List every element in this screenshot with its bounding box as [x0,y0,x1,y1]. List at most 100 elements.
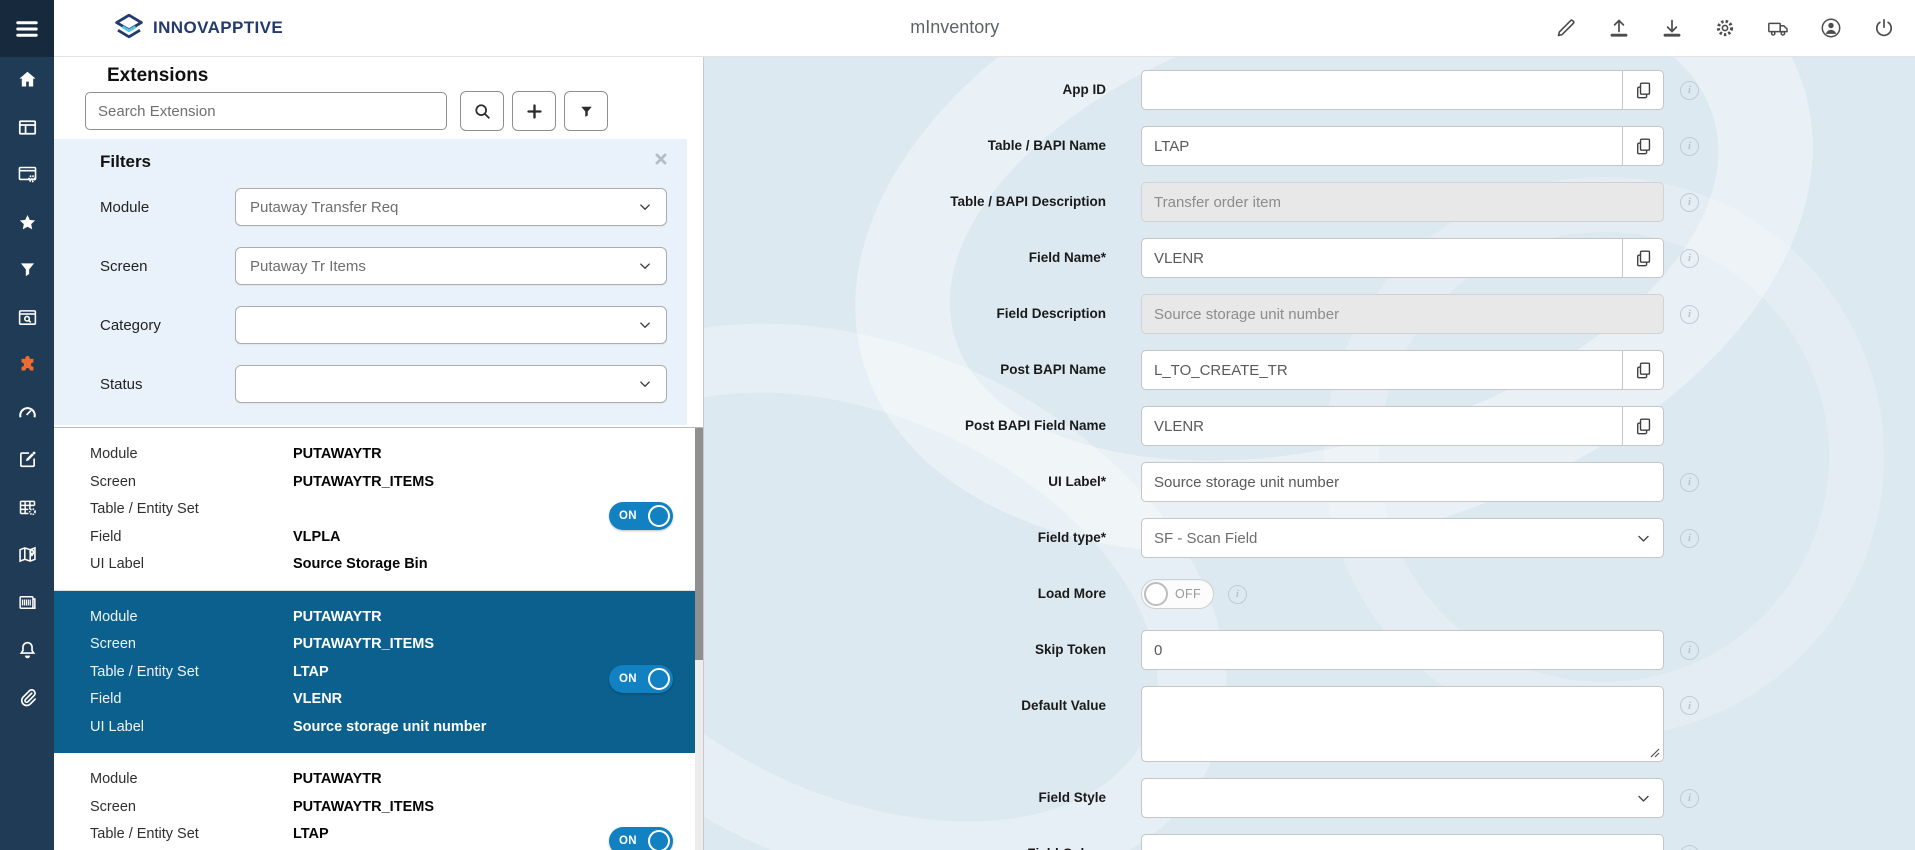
toggle-on[interactable]: ON [609,827,673,850]
extensions-icon [17,354,38,375]
filter-label: Category [100,316,161,334]
ui-label-input[interactable] [1141,462,1664,502]
home-icon [17,69,38,90]
sidebar-item-compose[interactable] [10,449,44,470]
header-edit-button[interactable] [1548,10,1584,46]
table-bapi-name-input[interactable] [1141,126,1623,166]
info-icon: i [1680,248,1699,268]
sidebar-item-barcode[interactable] [10,592,44,613]
logout-icon [1872,16,1896,40]
form-row: Load More OFF i [704,574,1915,614]
form-row: Table / BAPI Description i [704,182,1915,222]
sidebar-item-filters[interactable] [10,259,44,280]
field-name-input[interactable] [1141,238,1623,278]
copy-icon [1633,248,1654,269]
default-value-textarea[interactable] [1141,686,1664,762]
extension-row: Table / Entity Set LTAP [90,659,695,687]
extension-field-label: UI Label [90,556,145,572]
extensions-search-row [85,91,608,131]
header-upload-button[interactable] [1601,10,1637,46]
field-colour-input[interactable] [1141,834,1664,850]
add-extension-button[interactable] [512,91,556,131]
header-logout-button[interactable] [1866,10,1902,46]
form-label: Load More [1037,585,1106,601]
list-scrollbar-thumb[interactable] [695,428,703,660]
field-type-select[interactable]: SF - Scan Field [1141,518,1664,558]
sidebar-item-app-config[interactable] [10,164,44,185]
close-icon [652,150,670,168]
toggle-label: ON [619,835,637,847]
resize-grip-icon [1650,748,1660,758]
extension-row: UI Label Source Storage Bin [90,551,695,579]
hamburger-icon [14,16,40,42]
extension-list-item[interactable]: Module PUTAWAYTR Screen PUTAWAYTR_ITEMS Tabl… [54,590,695,753]
chevron-down-icon [638,200,652,214]
header-transport-button[interactable] [1760,10,1796,46]
info-icon: i [1227,584,1247,604]
header-download-button[interactable] [1654,10,1690,46]
extensions-title: Extensions [107,65,209,86]
hamburger-menu-button[interactable] [0,0,54,57]
sidebar-item-dashboard[interactable] [10,402,44,423]
filters-icon [17,259,38,280]
sidebar-item-notifications[interactable] [10,639,44,660]
barcode-icon [17,592,38,613]
top-bar: INNOVAPPTIVE mInventory [54,0,1915,57]
extension-field-label: Module [90,446,138,462]
filters-close-button[interactable] [648,146,674,172]
sidebar-item-extensions[interactable] [10,354,44,375]
filter-label: Status [100,375,143,393]
copy-button[interactable] [1622,350,1664,390]
sidebar-item-table-settings[interactable] [10,497,44,518]
sidebar-item-maps[interactable] [10,544,44,565]
extension-field-label: Screen [90,636,136,652]
inspector-icon [17,307,38,328]
form-control [1141,238,1664,278]
extension-row: UI Label Source storage unit number [90,714,695,742]
header-settings-button[interactable] [1707,10,1743,46]
extension-list-item[interactable]: Module PUTAWAYTR Screen PUTAWAYTR_ITEMS Tabl… [54,753,695,850]
extension-row: Screen PUTAWAYTR_ITEMS [90,794,695,822]
extension-list-item[interactable]: Module PUTAWAYTR Screen PUTAWAYTR_ITEMS Tabl… [54,428,695,591]
brand-name: INNOVAPPTIVE [153,18,284,37]
load-more-toggle[interactable]: OFF [1141,579,1214,609]
filter-select-module[interactable]: Putaway Transfer Req [235,188,667,226]
search-input[interactable] [85,92,447,130]
innovapptive-logo-icon [114,13,144,43]
field-style-select[interactable] [1141,778,1664,818]
form-control [1141,182,1664,222]
copy-button[interactable] [1622,126,1664,166]
copy-button[interactable] [1622,406,1664,446]
post-bapi-name-input[interactable] [1141,350,1623,390]
filters-rows: Module Putaway Transfer Req Screen Putaway … [100,188,667,424]
copy-icon [1633,80,1654,101]
copy-button[interactable] [1622,238,1664,278]
form-label: UI Label* [1048,473,1106,489]
post-bapi-field-name-input[interactable] [1141,406,1623,446]
extension-field-value: PUTAWAYTR [293,446,382,462]
filter-row: Status [100,365,667,403]
sidebar-item-inspector[interactable] [10,307,44,328]
filter-button[interactable] [564,91,608,131]
form-row: Skip Token i [704,630,1915,670]
search-icon [472,101,493,122]
extension-row: Screen PUTAWAYTR_ITEMS [90,631,695,659]
sidebar-item-workcenter[interactable] [10,117,44,138]
filter-select-category[interactable] [235,306,667,344]
filter-select-screen[interactable]: Putaway Tr Items [235,247,667,285]
toggle-on[interactable]: ON [609,664,673,693]
header-profile-button[interactable] [1813,10,1849,46]
filter-select-status[interactable] [235,365,667,403]
search-button[interactable] [460,91,504,131]
extension-field-value: LTAP [293,663,329,680]
skip-token-input[interactable] [1141,630,1664,670]
sidebar-item-home[interactable] [10,69,44,90]
copy-button[interactable] [1622,70,1664,110]
extensions-panel: Extensions Filters Module Putaway Transfe… [54,57,704,850]
toggle-on[interactable]: ON [609,502,673,530]
app-id-input[interactable] [1141,70,1623,110]
sidebar-item-attachments[interactable] [10,687,44,708]
info-icon: i [1680,136,1699,156]
sidebar-item-favorites[interactable] [10,212,44,233]
